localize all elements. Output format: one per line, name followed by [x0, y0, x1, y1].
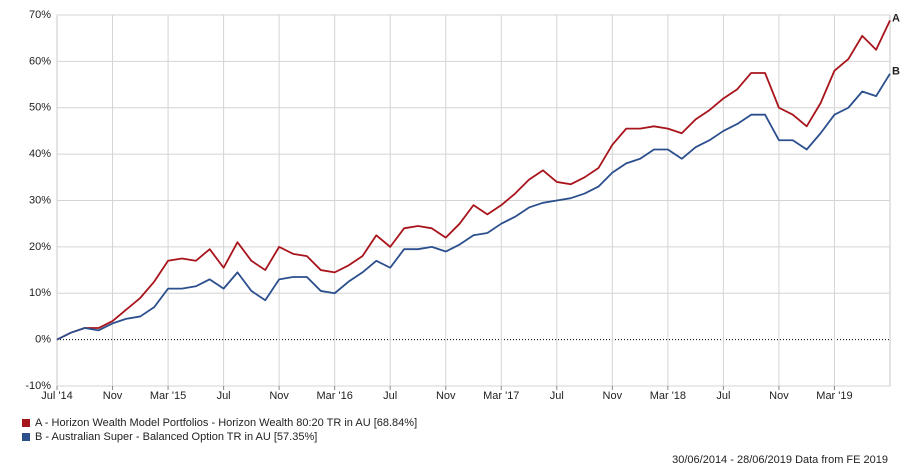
y-tick-label: 30%: [29, 194, 51, 206]
end-label: B: [892, 66, 900, 78]
x-tick-label: Mar '18: [650, 390, 686, 402]
y-tick-label: -10%: [25, 380, 51, 392]
legend-label: B - Australian Super - Balanced Option T…: [35, 431, 317, 443]
x-tick-label: Mar '16: [316, 390, 352, 402]
legend-label: A - Horizon Wealth Model Portfolios - Ho…: [35, 417, 417, 429]
y-tick-label: 40%: [29, 148, 51, 160]
series-line: [56, 73, 891, 341]
y-tick-label: 50%: [29, 102, 51, 114]
y-tick-label: 70%: [29, 9, 51, 21]
x-tick-label: Nov: [769, 390, 789, 402]
legend-swatch: [22, 433, 30, 441]
x-tick-label: Mar '19: [816, 390, 852, 402]
x-tick-label: Jul: [383, 390, 397, 402]
x-tick-label: Jul: [217, 390, 231, 402]
x-tick-label: Nov: [103, 390, 123, 402]
x-tick-label: Mar '15: [150, 390, 186, 402]
x-tick-label: Nov: [603, 390, 623, 402]
y-tick-label: 10%: [29, 287, 51, 299]
y-tick-label: 20%: [29, 241, 51, 253]
x-tick-label: Mar '17: [483, 390, 519, 402]
x-tick-label: Jul: [550, 390, 564, 402]
end-label: A: [892, 12, 900, 24]
y-tick-label: 0%: [35, 334, 51, 346]
footer: 30/06/2014 - 28/06/2019 Data from FE 201…: [672, 454, 888, 466]
x-tick-label: Jul '14: [41, 390, 72, 402]
y-tick-label: 60%: [29, 55, 51, 67]
legend-swatch: [22, 419, 30, 427]
x-tick-label: Nov: [269, 390, 289, 402]
series-line: [56, 19, 891, 341]
x-tick-label: Nov: [436, 390, 456, 402]
x-tick-label: Jul: [716, 390, 730, 402]
